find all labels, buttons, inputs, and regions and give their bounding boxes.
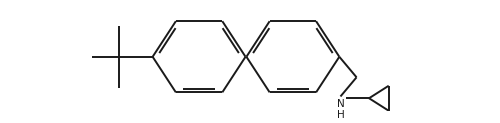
Text: N
H: N H: [336, 99, 344, 120]
